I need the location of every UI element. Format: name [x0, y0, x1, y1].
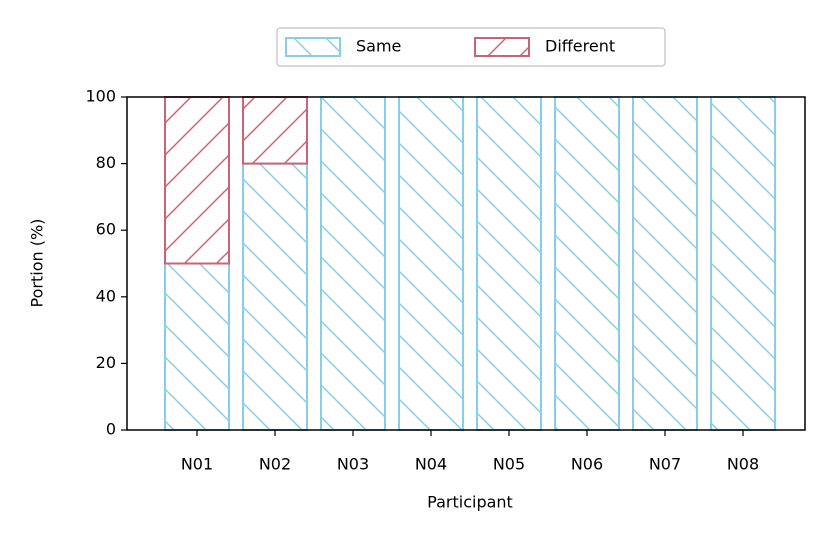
bar: [554, 96, 620, 431]
y-tick-label: 20: [96, 353, 116, 372]
y-tick-label: 0: [106, 420, 116, 439]
x-tick-label: N01: [181, 455, 213, 474]
y-axis-label: Portion (%): [28, 219, 47, 308]
bar: [398, 96, 464, 431]
legend-label: Different: [545, 37, 615, 56]
y-tick-label: 60: [96, 220, 116, 239]
x-tick-label: N06: [571, 455, 603, 474]
x-tick-label: N03: [337, 455, 369, 474]
bar: [632, 96, 698, 431]
legend-swatch: [474, 37, 530, 57]
legend-swatch: [285, 37, 341, 57]
legend-box: [276, 27, 666, 67]
bar: [476, 96, 542, 431]
bar: [242, 162, 308, 431]
x-tick-label: N02: [259, 455, 291, 474]
y-tick-label: 100: [85, 87, 116, 106]
bar: [242, 96, 308, 165]
bar: [320, 96, 386, 431]
x-tick-label: N04: [415, 455, 447, 474]
bar: [164, 96, 230, 265]
x-tick-label: N05: [493, 455, 525, 474]
x-tick-label: N07: [649, 455, 681, 474]
x-axis-label: Participant: [427, 493, 513, 512]
plot-frame: [126, 96, 806, 431]
y-tick-label: 40: [96, 286, 116, 305]
bar: [164, 262, 230, 431]
x-tick-label: N08: [727, 455, 759, 474]
bar: [710, 96, 776, 431]
y-tick-label: 80: [96, 153, 116, 172]
legend-label: Same: [356, 37, 401, 56]
